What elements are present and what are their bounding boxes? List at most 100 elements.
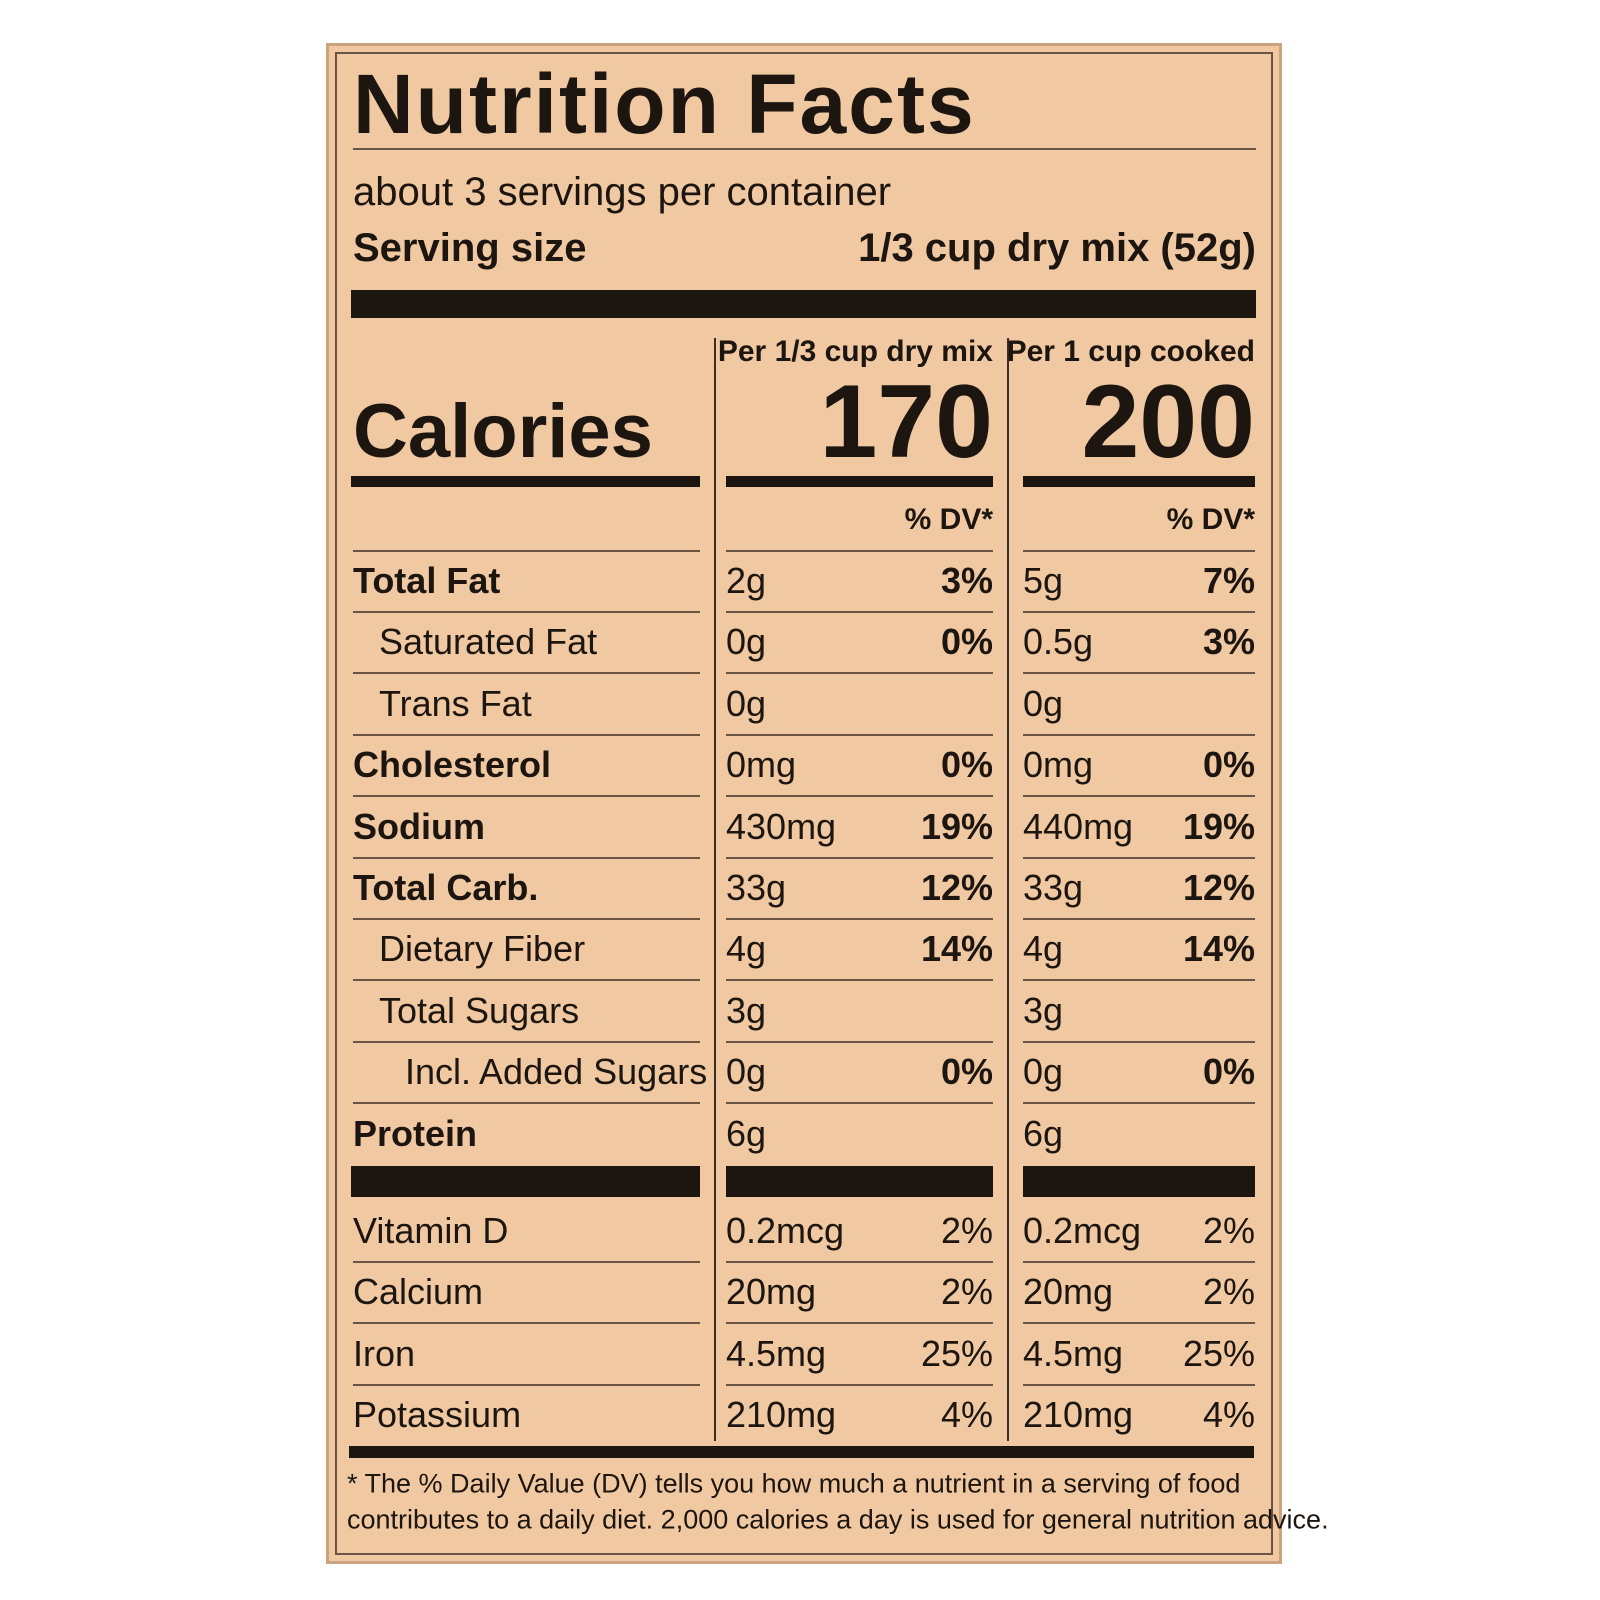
nutrient-name: Incl. Added Sugars	[405, 1051, 708, 1093]
calories-value: 170	[819, 364, 993, 480]
nutrient-dv: 4%	[1202, 1394, 1255, 1436]
rule-thick	[1023, 1166, 1255, 1197]
nutrient-dv: 0%	[940, 1051, 993, 1093]
rule-thin	[1023, 1040, 1255, 1043]
nutrient-dv: 0%	[1202, 1051, 1255, 1093]
rule-thin	[1023, 611, 1255, 613]
rule-thin	[726, 550, 993, 552]
rule-thin	[726, 918, 993, 920]
rule-thin	[353, 1102, 700, 1105]
nutrient-name: Cholesterol	[353, 744, 552, 786]
nutrient-amount: 0.2mcg	[1023, 1210, 1142, 1251]
nutrient-amount: 0g	[726, 1051, 767, 1093]
rule-thin	[1023, 1102, 1255, 1105]
nutrient-amount: 0.2mcg	[726, 1210, 845, 1251]
nutrient-dv: 19%	[1182, 805, 1255, 847]
nutrient-amount: 4g	[726, 928, 767, 970]
nutrient-amount: 210mg	[1023, 1394, 1134, 1436]
nutrient-dv: 25%	[1182, 1332, 1255, 1374]
nutrient-name: Calcium	[353, 1271, 484, 1313]
rule-thin	[1023, 1322, 1255, 1325]
nutrient-dv: 2%	[940, 1210, 993, 1251]
nutrient-dv: 2%	[1202, 1210, 1255, 1251]
rule-thin	[353, 1383, 700, 1386]
footnote: contributes to a daily diet. 2,000 calor…	[347, 1504, 1329, 1535]
nutrient-name: Dietary Fiber	[379, 928, 586, 970]
dv-header: % DV*	[904, 503, 993, 536]
rule-thin	[1023, 795, 1255, 798]
column-header: Per 1/3 cup dry mix	[717, 335, 993, 368]
nutrient-amount: 6g	[726, 1112, 767, 1154]
nutrient-dv: 14%	[1182, 928, 1255, 970]
rule-thin	[1023, 672, 1255, 675]
rule-thin	[353, 1261, 700, 1263]
rule-thin	[353, 733, 700, 736]
nutrient-name: Iron	[353, 1332, 416, 1374]
nutrient-dv: 7%	[1202, 560, 1255, 601]
nutrient-dv: 4%	[940, 1394, 993, 1436]
nutrient-name: Saturated Fat	[379, 621, 598, 663]
rule-thin	[353, 1322, 700, 1325]
nutrient-dv: 12%	[1182, 867, 1255, 908]
nutrient-dv: 3%	[940, 560, 993, 601]
rule-thick	[726, 476, 993, 487]
calories-label: Calories	[353, 389, 653, 474]
nutrient-dv: 12%	[920, 867, 993, 908]
nutrient-name: Total Carb.	[353, 867, 539, 908]
serving-size-value: 1/3 cup dry mix (52g)	[858, 226, 1256, 270]
nutrient-amount: 0g	[726, 621, 767, 663]
nutrient-amount: 20mg	[1023, 1271, 1114, 1313]
column-divider	[714, 338, 716, 1441]
rule-thin	[353, 918, 700, 920]
calories-value: 200	[1081, 364, 1255, 480]
nutrient-amount: 3g	[726, 989, 767, 1031]
nutrient-amount: 2g	[726, 560, 767, 601]
nutrient-amount: 4.5mg	[1023, 1332, 1124, 1374]
rule-thin	[1023, 856, 1255, 859]
rule-thin	[726, 1383, 993, 1386]
nutrient-amount: 5g	[1023, 560, 1064, 601]
label-border	[335, 52, 1273, 1555]
rule-thin	[726, 979, 993, 982]
rule-thin	[353, 550, 700, 552]
rule-thin	[353, 856, 700, 859]
nutrient-name: Total Fat	[353, 560, 501, 601]
nutrient-amount: 430mg	[726, 805, 837, 847]
nutrient-amount: 4g	[1023, 928, 1064, 970]
rule-thin	[726, 1322, 993, 1325]
nutrient-dv: 3%	[1202, 621, 1255, 663]
rule-thin	[726, 1261, 993, 1263]
rule-thin	[1023, 733, 1255, 736]
nutrient-name: Protein	[353, 1112, 478, 1154]
rule-thick	[351, 1166, 700, 1197]
rule-thin	[726, 1040, 993, 1043]
rule-thick	[726, 1166, 993, 1197]
servings: about 3 servings per container	[353, 170, 892, 214]
rule-thick	[351, 290, 1256, 318]
rule-thin	[726, 733, 993, 736]
rule-thin	[353, 672, 700, 675]
rule-thick	[1023, 476, 1255, 487]
column-divider	[1007, 338, 1009, 1441]
nutrient-name: Vitamin D	[353, 1210, 509, 1251]
serving-size-label: Serving size	[353, 226, 587, 270]
nutrient-dv: 25%	[920, 1332, 993, 1374]
nutrient-amount: 0g	[726, 682, 767, 724]
rule-thin	[1023, 979, 1255, 982]
rule-thin	[1023, 550, 1255, 552]
nutrient-amount: 6g	[1023, 1112, 1064, 1154]
rule-thin	[353, 611, 700, 613]
nutrient-amount: 20mg	[726, 1271, 817, 1313]
column-header: Per 1 cup cooked	[1006, 335, 1255, 368]
rule-thin	[726, 1102, 993, 1105]
nutrient-name: Trans Fat	[379, 682, 532, 724]
nutrient-amount: 210mg	[726, 1394, 837, 1436]
rule-thin	[353, 1040, 700, 1043]
nutrient-amount: 33g	[1023, 867, 1084, 908]
nutrient-dv: 0%	[940, 744, 993, 786]
rule-thick	[351, 476, 700, 487]
footnote: * The % Daily Value (DV) tells you how m…	[347, 1468, 1241, 1499]
nutrient-amount: 3g	[1023, 989, 1064, 1031]
nutrient-amount: 440mg	[1023, 805, 1134, 847]
